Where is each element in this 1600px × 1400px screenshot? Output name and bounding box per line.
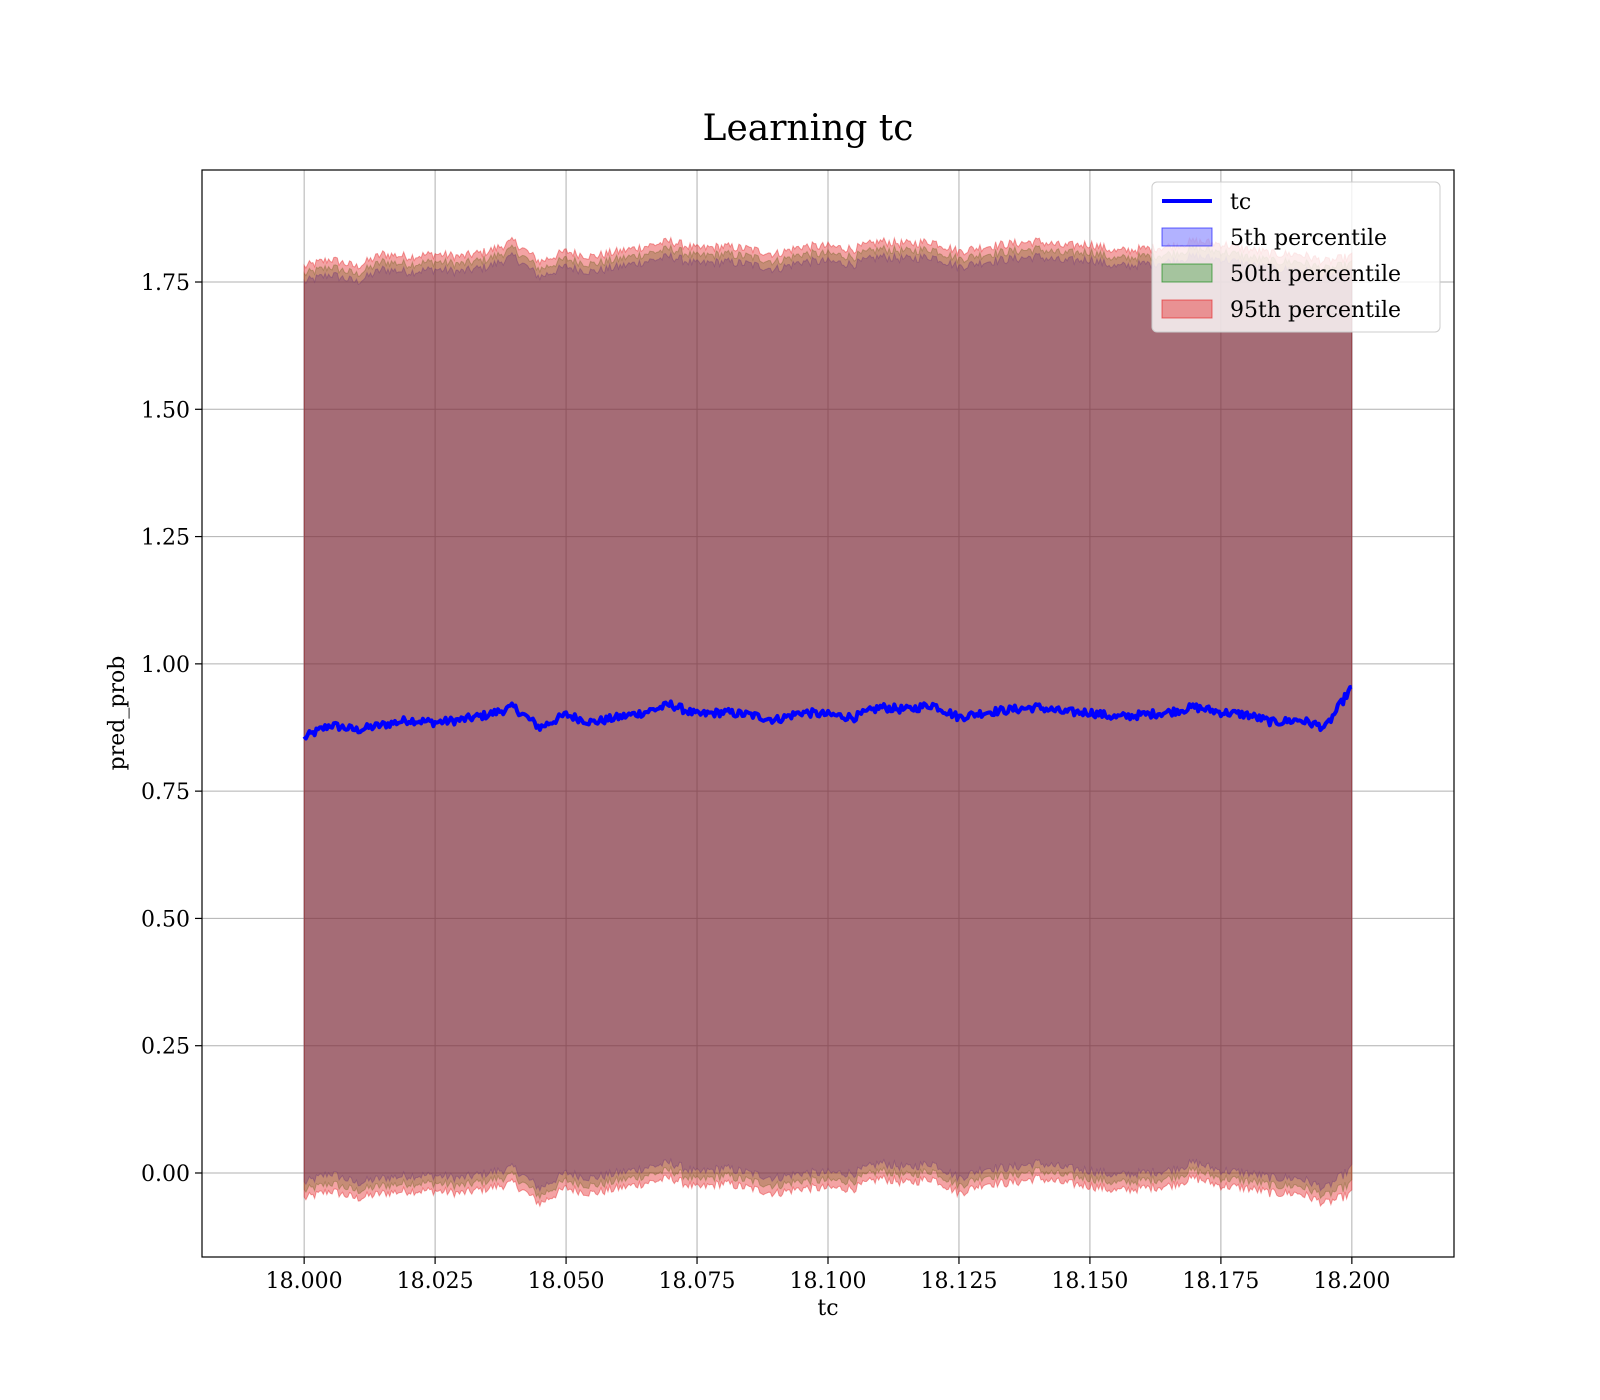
band-2 bbox=[303, 243, 1353, 1201]
x-tick-label: 18.125 bbox=[920, 1269, 997, 1294]
legend-box bbox=[1151, 181, 1441, 333]
chart-title: Learning tc bbox=[703, 108, 914, 149]
tc-line bbox=[302, 684, 1353, 741]
y-axis: 0.00 0.25 0.50 0.75 1.00 1.25 1.50 1.75 bbox=[141, 271, 202, 1187]
legend-swatch-band bbox=[1161, 263, 1213, 283]
x-axis-label: tc bbox=[817, 1296, 838, 1321]
y-tick-label: 1.50 bbox=[141, 398, 190, 423]
legend-label: 5th percentile bbox=[1230, 226, 1387, 251]
x-tick-label: 18.000 bbox=[266, 1269, 343, 1294]
y-tick-label: 0.00 bbox=[141, 1162, 190, 1187]
legend-label: 95th percentile bbox=[1230, 298, 1401, 323]
plot-area bbox=[202, 170, 1454, 1257]
y-tick-label: 0.75 bbox=[141, 780, 190, 805]
grid bbox=[202, 170, 1454, 1257]
x-tick-label: 18.025 bbox=[397, 1269, 474, 1294]
series-line-tc bbox=[302, 684, 1353, 741]
y-tick-label: 1.25 bbox=[141, 526, 190, 551]
x-tick-label: 18.200 bbox=[1313, 1269, 1390, 1294]
x-axis: 18.000 18.025 18.050 18.075 18.100 18.125 18.1… bbox=[266, 1257, 1390, 1294]
x-tick-label: 18.150 bbox=[1051, 1269, 1128, 1294]
y-axis-label: pred_prob bbox=[105, 656, 130, 771]
band-1 bbox=[303, 251, 1353, 1193]
legend-swatch-band bbox=[1161, 299, 1213, 319]
y-tick-label: 0.25 bbox=[141, 1035, 190, 1060]
x-tick-label: 18.050 bbox=[528, 1269, 605, 1294]
legend: tc 5th percentile 50th percentile 95th perc… bbox=[1151, 181, 1441, 333]
percentile-bands bbox=[303, 236, 1353, 1208]
x-tick-label: 18.175 bbox=[1182, 1269, 1259, 1294]
legend-label: 50th percentile bbox=[1230, 262, 1401, 287]
y-tick-label: 1.00 bbox=[141, 653, 190, 678]
legend-label: tc bbox=[1230, 190, 1251, 215]
x-tick-label: 18.100 bbox=[790, 1269, 867, 1294]
x-tick-label: 18.075 bbox=[659, 1269, 736, 1294]
legend-swatch-band bbox=[1161, 227, 1213, 247]
y-tick-label: 0.50 bbox=[141, 907, 190, 932]
y-tick-label: 1.75 bbox=[141, 271, 190, 296]
band-3 bbox=[303, 236, 1353, 1208]
